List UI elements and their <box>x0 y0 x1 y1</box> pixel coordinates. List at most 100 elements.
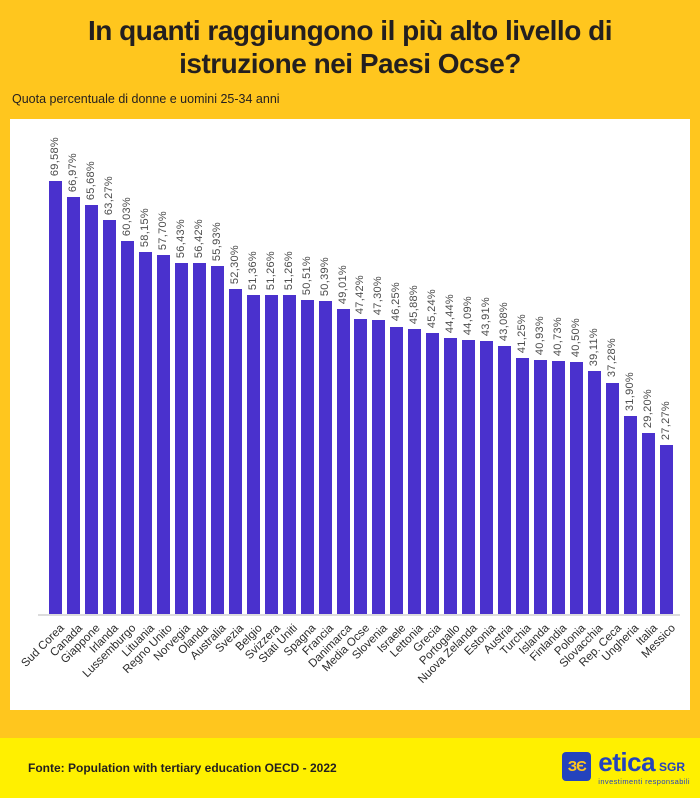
bar <box>390 326 404 616</box>
bar-value-label: 55,93% <box>210 222 223 262</box>
bar-cell: 45,88% Lettonia <box>389 119 426 660</box>
bar-cell: 52,30% Svezia <box>214 119 247 655</box>
bar <box>534 359 548 616</box>
bar-value-label: 57,70% <box>156 211 169 251</box>
bar <box>659 444 673 616</box>
bar-value-label: 45,24% <box>426 288 439 328</box>
bar <box>354 319 368 616</box>
bar-cell: 60,03% Lussemburgo <box>81 119 139 681</box>
bar-cell: 27,27% Messico <box>639 119 677 661</box>
etica-sgr-logo: ЗЄ etica SGR investimenti responsabili <box>562 746 690 787</box>
bar <box>300 299 314 616</box>
bar-value-label: 44,44% <box>444 293 457 333</box>
bar-value-label: 39,11% <box>588 327 601 367</box>
bar-cell: 50,51% Spagna <box>282 119 319 659</box>
bar-value-label: 60,03% <box>120 196 133 236</box>
bar <box>641 432 655 616</box>
bar <box>66 197 80 616</box>
bar-cell: 63,27% Irlanda <box>87 119 120 655</box>
bar-cell: 46,25% Israele <box>375 119 408 655</box>
bar-value-label: 66,97% <box>66 153 79 193</box>
bar-value-label: 56,42% <box>192 219 205 259</box>
bar-cell: 39,11% Slovacchia <box>558 119 606 670</box>
bar-cell: 51,26% Svizzera <box>243 119 283 662</box>
bar-cell: 56,42% Olanda <box>176 119 211 657</box>
bar-cell: 44,44% Portogallo <box>417 119 462 668</box>
bar-value-label: 31,90% <box>624 371 636 412</box>
bar <box>426 332 440 616</box>
bar-value-label: 50,51% <box>300 255 313 295</box>
bar-value-label: 45,88% <box>408 284 421 324</box>
bar-cell: 43,91% Estonia <box>462 119 498 658</box>
bar-cell: 40,93% Islanda <box>517 119 552 657</box>
bar <box>408 328 422 616</box>
page-title: In quanti raggiungono il più alto livell… <box>88 15 612 80</box>
bar-cell: 58,15% Lituania <box>120 119 157 659</box>
bar <box>588 371 602 616</box>
bar-value-label: 41,25% <box>516 313 529 353</box>
bar-cell: 57,70% Regno Unito <box>121 119 175 676</box>
bar-cell: 51,36% Belgio <box>233 119 264 654</box>
source-text: Fonte: Population with tertiary educatio… <box>28 761 337 775</box>
bar-cell: 31,90% Ungheria <box>600 119 641 664</box>
x-axis-baseline <box>38 614 680 617</box>
bar-value-label: 52,30% <box>228 244 241 284</box>
bar <box>174 263 188 616</box>
bar <box>156 255 170 616</box>
bar <box>210 266 224 616</box>
bar <box>624 416 637 616</box>
bar-cell: 43,08% Austria <box>482 119 516 656</box>
bar-value-label: 44,09% <box>462 295 475 336</box>
bar-cell: 41,25% Turchia <box>499 119 534 658</box>
bar <box>606 382 620 616</box>
bar <box>552 360 566 616</box>
bar-value-label: 46,25% <box>390 282 403 322</box>
bar-cell: 50,39% Francia <box>301 119 337 658</box>
footer: Fonte: Population with tertiary educatio… <box>0 738 700 798</box>
bar-value-label: 49,01% <box>336 265 349 305</box>
bar-value-label: 47,30% <box>372 275 385 316</box>
bar-cell: 37,28% Rep. Ceca <box>577 119 624 669</box>
bar <box>372 320 386 616</box>
bar <box>120 240 134 616</box>
bar <box>462 340 476 616</box>
bar-cell: 45,24% Grecia <box>412 119 444 655</box>
bar-cell: 66,97% Canada <box>48 119 85 659</box>
bar <box>264 295 278 616</box>
bar-cell: 44,09% Nuova Zelanda <box>416 119 480 686</box>
page-subtitle: Quota percentuale di donne e uomini 25-3… <box>12 92 280 107</box>
brand-suffix: SGR <box>659 759 686 774</box>
brand-tagline: investimenti responsabili <box>598 777 690 787</box>
bar <box>498 346 512 616</box>
bar <box>318 300 332 616</box>
bar-value-label: 58,15% <box>138 208 151 248</box>
bar-cell: 55,93% Australia <box>188 119 228 662</box>
bar-value-label: 29,20% <box>641 388 654 428</box>
bar <box>516 357 530 616</box>
bar-value-label: 69,58% <box>49 136 61 177</box>
bar <box>138 252 152 616</box>
header: In quanti raggiungono il più alto livell… <box>0 0 700 106</box>
bar <box>192 263 206 616</box>
bar <box>102 220 116 616</box>
bar-cell: 49,01% Danimarca <box>306 119 354 670</box>
logo-text: etica SGR investimenti responsabili <box>598 746 690 787</box>
bar-value-label: 50,39% <box>318 256 331 296</box>
bar <box>246 294 260 616</box>
bar-cell: 47,42% Media Ocse <box>320 119 372 674</box>
bars-row: 69,58% Sud Corea 66,97% Canada 65,68% Giappon… <box>10 119 690 686</box>
bar-cell: 29,20% Italia <box>634 119 660 648</box>
brand-name: etica <box>598 746 656 777</box>
bar-value-label: 43,91% <box>480 297 493 337</box>
bar <box>84 205 98 616</box>
bar <box>228 288 242 616</box>
bar-cell: 65,68% Giappone <box>59 119 103 666</box>
bar-value-label: 27,27% <box>659 400 672 440</box>
bar-value-label: 40,73% <box>552 316 565 356</box>
bar <box>282 295 296 616</box>
bar-cell: 51,26% Stati Uniti <box>257 119 300 665</box>
bar-cell: 56,43% Norvegia <box>152 119 193 663</box>
etica-monogram-icon: ЗЄ <box>562 751 592 781</box>
bar-cell: 40,73% Finlandia <box>528 119 569 664</box>
